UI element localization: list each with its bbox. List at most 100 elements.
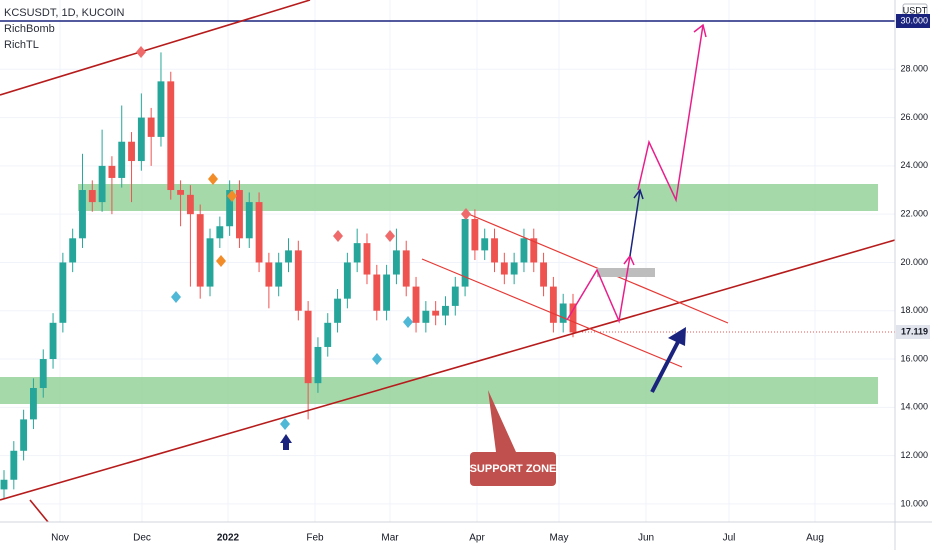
candle-body: [49, 322, 57, 360]
candle-body: [29, 387, 37, 420]
candle-body: [510, 262, 518, 275]
x-tick-label: Dec: [133, 533, 151, 544]
support-zone: [0, 377, 878, 404]
candle-body: [118, 141, 126, 178]
candle-body: [39, 359, 47, 388]
x-tick-label: 2022: [217, 533, 240, 544]
y-tick-label: 30.000: [900, 15, 928, 25]
candle-body: [402, 250, 410, 287]
y-tick-label: 12.000: [900, 450, 928, 460]
big-arrow: [650, 327, 686, 393]
resistance-zone: [78, 184, 878, 211]
callout-text: SUPPORT ZONE: [470, 463, 557, 475]
signal: [227, 190, 237, 202]
projection-path: [566, 255, 631, 324]
projection: [566, 23, 707, 324]
candle-body: [59, 262, 67, 323]
candle-body: [79, 190, 86, 239]
y-tick-label: 18.000: [900, 305, 928, 315]
candle-body: [10, 450, 18, 480]
candle-body: [451, 286, 459, 306]
y-tick-label: 26.000: [900, 112, 928, 122]
arrow-shaft: [650, 339, 681, 393]
y-tick-label: 22.000: [900, 209, 928, 219]
candle-body: [167, 81, 175, 191]
indicator-label: RichTL: [4, 39, 39, 51]
upper-trendline: [0, 0, 311, 96]
candle-body: [108, 165, 116, 178]
x-tick-label: Mar: [381, 533, 399, 544]
candle-body: [324, 322, 332, 347]
signal: [216, 255, 226, 267]
unit-label: USDT: [903, 5, 928, 15]
x-tick-label: May: [550, 533, 569, 544]
trendline-stub: [29, 499, 49, 523]
candle-body: [491, 238, 498, 263]
candle-body: [412, 286, 420, 323]
candle-body: [196, 214, 204, 287]
symbol-title: KCSUSDT, 1D, KUCOIN: [4, 7, 124, 19]
candle-body: [549, 286, 557, 323]
arrow-head: [693, 23, 707, 38]
candle-body: [177, 190, 185, 195]
arrow-head: [633, 188, 644, 200]
candle-body: [442, 305, 449, 316]
y-tick-label: 20.000: [900, 257, 928, 267]
candle-body: [275, 262, 283, 287]
sell-signal: [461, 208, 471, 220]
candle-body: [255, 202, 263, 263]
candle-body: [471, 218, 479, 251]
buy-signal: [372, 353, 382, 365]
target-price-tag: [896, 14, 930, 29]
candle-body: [88, 190, 96, 203]
candle-body: [137, 117, 145, 162]
last-price-label: 17.119: [901, 326, 928, 336]
candle-body: [0, 479, 8, 490]
candle-body: [20, 419, 28, 451]
candle-body: [432, 310, 440, 316]
candle-body: [530, 238, 538, 263]
target-box: [597, 268, 655, 277]
x-tick-label: Aug: [806, 533, 824, 544]
candle-body: [128, 141, 135, 162]
signal-arrow: [280, 434, 292, 443]
y-tick-label: 28.000: [900, 64, 928, 74]
sell-signal: [385, 230, 395, 242]
candle-body: [226, 190, 234, 227]
candle-body: [353, 243, 361, 263]
x-tick-label: Jun: [638, 533, 654, 544]
candle-body: [540, 262, 548, 287]
candle-body: [69, 238, 77, 263]
candle-body: [186, 194, 194, 215]
channel-bottom: [421, 258, 683, 368]
candle-body: [157, 81, 165, 137]
last-price-tag: [896, 325, 930, 340]
candle-body: [363, 243, 371, 275]
candle-body: [147, 117, 155, 137]
candle-body: [236, 190, 243, 239]
candle-body: [334, 298, 341, 323]
arrow-head: [668, 327, 686, 346]
candle-body: [392, 250, 400, 275]
trendlines: [0, 0, 896, 523]
candle-body: [98, 165, 106, 203]
projection-path: [629, 189, 641, 257]
candle-body: [304, 310, 312, 384]
sell-signal: [136, 46, 146, 58]
callout: [470, 452, 556, 486]
signal: [208, 173, 218, 185]
callout-pointer: [488, 390, 516, 452]
buy-signal: [280, 418, 290, 430]
x-tick-label: Nov: [51, 533, 69, 544]
x-tick-label: Feb: [306, 533, 324, 544]
candle-body: [481, 238, 489, 251]
candle-body: [216, 226, 224, 239]
candle-body: [500, 262, 508, 275]
sell-signal: [333, 230, 343, 242]
support-trendline: [0, 239, 896, 501]
candle-body: [461, 218, 469, 287]
y-tick-label: 16.000: [900, 353, 928, 363]
candle-body: [383, 274, 391, 311]
candle-body: [343, 262, 351, 299]
